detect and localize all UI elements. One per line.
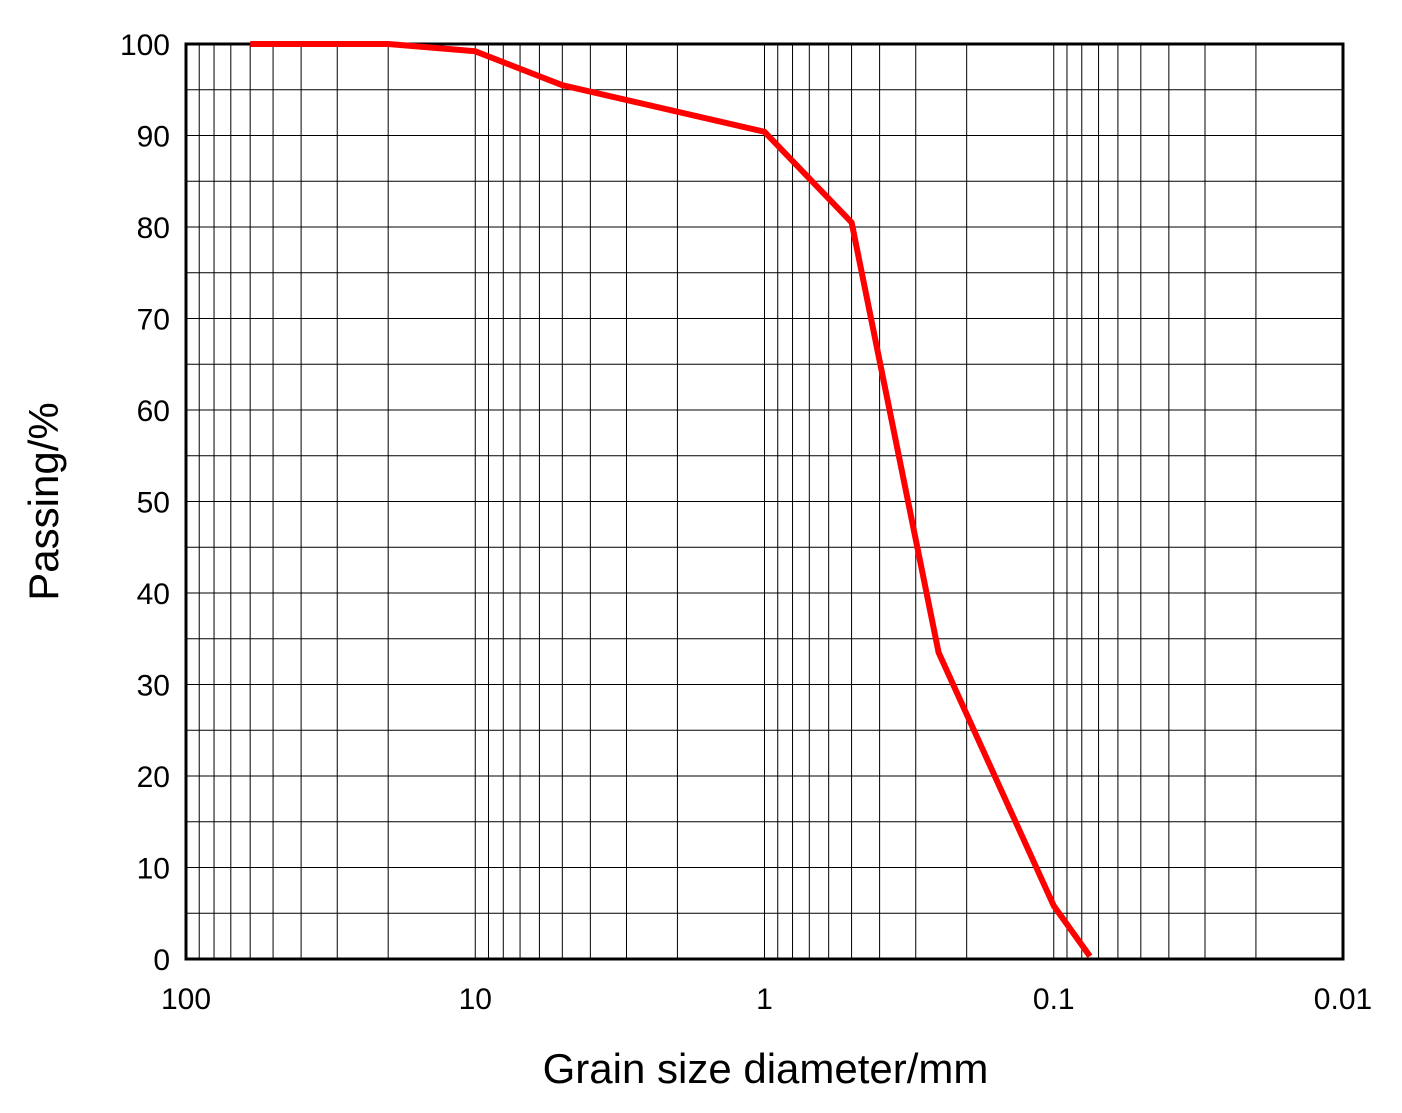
y-tick-labels: 0 10 20 30 40 50 60 70 80 90 100	[120, 29, 170, 977]
series-layer	[250, 41, 1093, 959]
x-axis-label: Grain size diameter/mm	[543, 1045, 989, 1092]
x-tick-labels: 100 10 1 0.1 0.01	[161, 983, 1372, 1016]
x-tick-label: 0.01	[1314, 983, 1372, 1016]
x-tick-label: 0.1	[1033, 983, 1075, 1016]
x-tick-label: 100	[161, 983, 211, 1016]
plot-frame	[184, 42, 1345, 961]
y-tick-label: 50	[137, 487, 170, 520]
x-tick-label: 1	[756, 983, 773, 1016]
y-tick-label: 30	[137, 670, 170, 703]
y-tick-label: 20	[137, 761, 170, 794]
y-tick-label: 10	[137, 853, 170, 886]
y-tick-label: 90	[137, 121, 170, 154]
y-tick-label: 70	[137, 304, 170, 337]
y-tick-label: 80	[137, 212, 170, 245]
grid-lines	[186, 44, 1343, 959]
x-tick-label: 10	[459, 983, 492, 1016]
y-tick-label: 0	[153, 944, 170, 977]
series-line	[250, 41, 1093, 959]
y-tick-label: 60	[137, 395, 170, 428]
y-axis-label: Passing/%	[20, 402, 67, 600]
y-tick-label: 40	[137, 578, 170, 611]
y-tick-label: 100	[120, 29, 170, 62]
